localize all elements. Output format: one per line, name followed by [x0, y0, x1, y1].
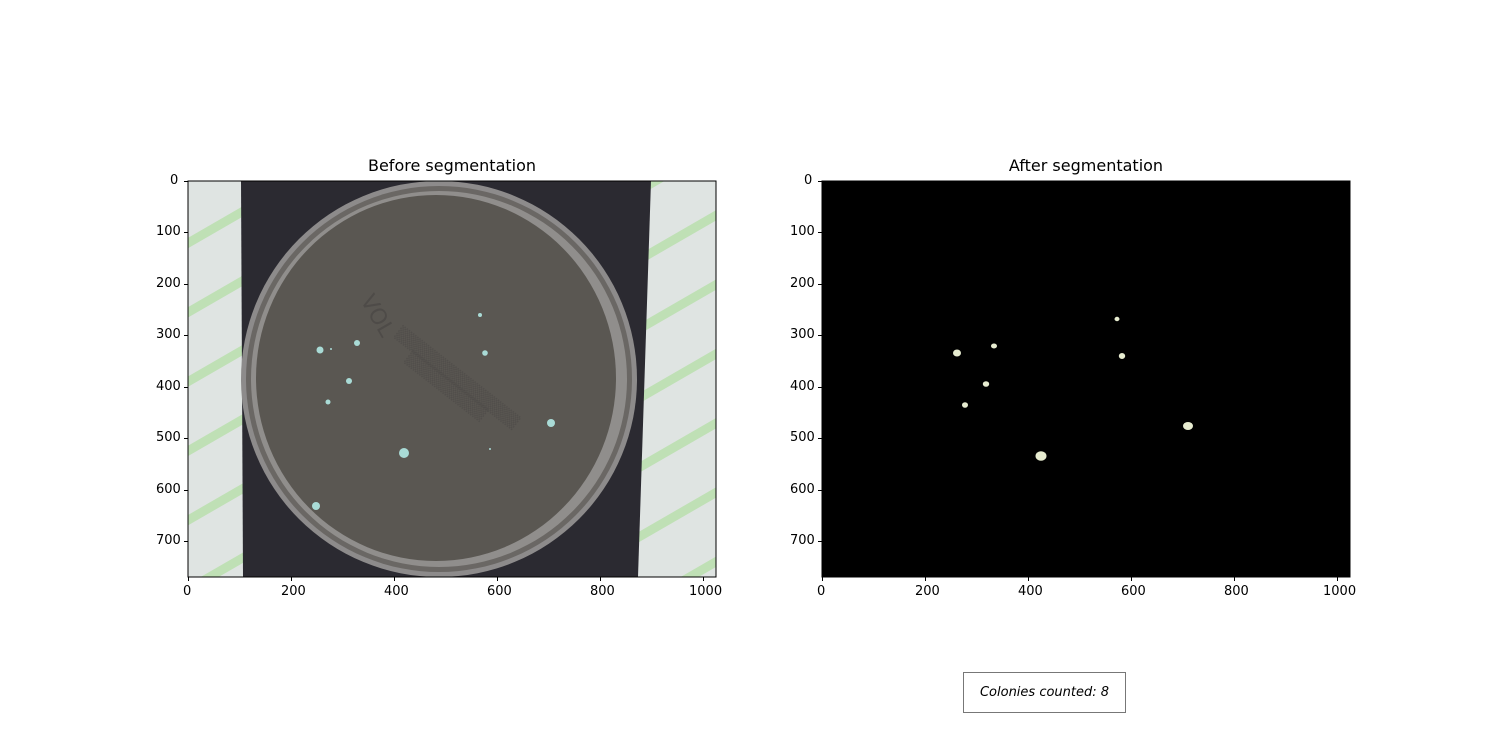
- x-tick-label: 400: [1018, 584, 1043, 599]
- segmented-colony: [1183, 422, 1193, 430]
- x-tick-label: 800: [590, 584, 615, 599]
- segmented-colony: [982, 381, 990, 387]
- after-title: After segmentation: [1008, 156, 1164, 175]
- y-tick-label: 600: [156, 482, 181, 497]
- x-tick-label: 0: [817, 584, 826, 599]
- segmented-background: [822, 181, 1350, 577]
- colony: [325, 399, 331, 405]
- y-tick-label: 400: [790, 379, 815, 394]
- colony: [547, 419, 555, 427]
- colony: [346, 378, 352, 384]
- segmented-colony: [1118, 353, 1126, 359]
- x-tick-label: 200: [915, 584, 940, 599]
- segmented-colony: [1114, 316, 1120, 322]
- segmented-colony: [1035, 451, 1047, 461]
- colony: [316, 346, 324, 354]
- x-tick-label: 800: [1224, 584, 1249, 599]
- y-tick-label: 600: [790, 482, 815, 497]
- colony-count-caption: Colonies counted: 8: [963, 672, 1126, 713]
- y-tick-label: 700: [156, 533, 181, 548]
- y-tick-label: 300: [790, 327, 815, 342]
- colony: [312, 502, 320, 510]
- y-tick-label: 100: [156, 224, 181, 239]
- colony: [482, 350, 488, 356]
- segmented-colony: [991, 343, 997, 349]
- y-tick-label: 400: [156, 379, 181, 394]
- left-tape: [188, 181, 243, 577]
- y-tick-label: 300: [156, 327, 181, 342]
- x-tick-label: 600: [487, 584, 512, 599]
- y-tick-label: 100: [790, 224, 815, 239]
- y-tick-label: 200: [156, 276, 181, 291]
- right-tape: [638, 181, 716, 577]
- x-tick-label: 600: [1121, 584, 1146, 599]
- y-tick-label: 700: [790, 533, 815, 548]
- colony: [399, 448, 409, 458]
- before-title: Before segmentation: [367, 156, 537, 175]
- segmented-colony: [953, 349, 961, 357]
- colony: [354, 340, 360, 346]
- colony: [478, 313, 482, 317]
- y-tick-label: 500: [156, 430, 181, 445]
- y-tick-label: 200: [790, 276, 815, 291]
- x-tick-label: 0: [183, 584, 192, 599]
- colony-count-text: Colonies counted: 8: [979, 685, 1110, 700]
- x-tick-label: 200: [281, 584, 306, 599]
- y-tick-label: 500: [790, 430, 815, 445]
- y-tick-label: 0: [804, 173, 813, 188]
- x-tick-label: 1000: [1323, 584, 1357, 599]
- x-tick-label: 1000: [689, 584, 723, 599]
- x-tick-label: 400: [384, 584, 409, 599]
- y-tick-label: 0: [170, 173, 179, 188]
- segmented-colony: [962, 402, 968, 408]
- agar-surface: [256, 195, 616, 561]
